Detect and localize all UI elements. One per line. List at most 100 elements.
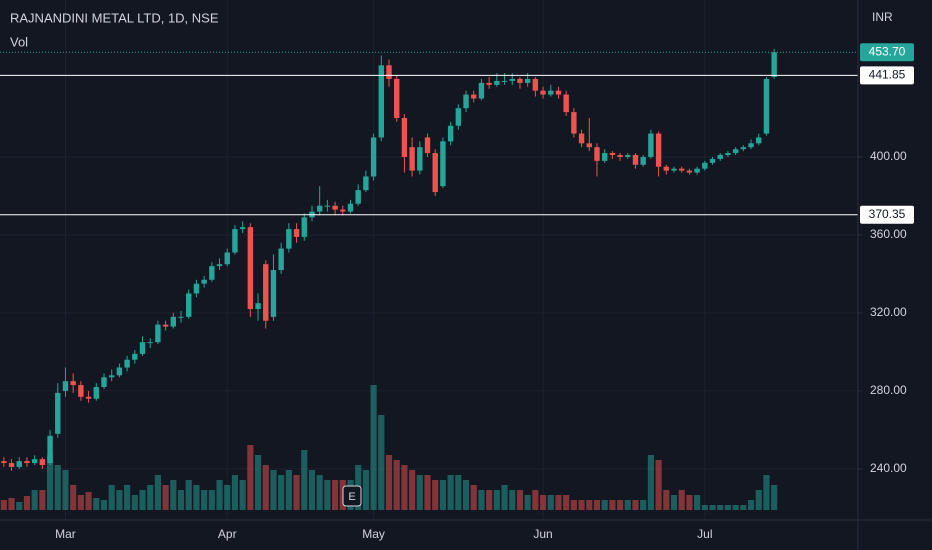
volume-bar [23, 496, 31, 510]
volume-bar [239, 480, 246, 510]
candle-body [732, 149, 739, 154]
volume-bar [416, 475, 423, 510]
price-axis: 240.00 280.00 320.00 360.00 400.00 441.85 370.… [858, 43, 914, 475]
volume-bar [509, 490, 516, 510]
last-price-label: 453.70 [869, 44, 906, 58]
candle-body [278, 248, 284, 271]
candle-body [124, 359, 130, 368]
candle-body [186, 293, 192, 317]
candle-body [509, 78, 515, 81]
volume-bar [285, 470, 292, 510]
candle-body [463, 94, 469, 109]
volume-bar [254, 455, 262, 510]
candle-body [686, 170, 693, 173]
volume-bar [539, 495, 547, 510]
candle-body [524, 78, 531, 83]
candle-body [347, 203, 354, 212]
candle-body [586, 143, 592, 148]
event-marker[interactable] [342, 485, 362, 507]
volume-bar [293, 475, 300, 510]
volume-bar [262, 465, 269, 510]
volume-bar [447, 475, 454, 510]
volume-bar [124, 485, 131, 510]
volume-bar [516, 490, 524, 510]
candle-body [209, 266, 215, 280]
candle-body [671, 168, 677, 171]
volume-bar [655, 460, 662, 510]
candle-body [663, 166, 670, 171]
volume-bar [201, 490, 208, 510]
volume-bar [208, 490, 215, 510]
volume-bar [647, 455, 654, 510]
event-label[interactable]: E [348, 491, 355, 503]
candle-body [255, 303, 261, 310]
volume-bar [578, 500, 585, 510]
candle-body [332, 205, 338, 210]
volume-bar [439, 480, 447, 510]
price-line-tag [860, 66, 914, 85]
candle-body [85, 396, 92, 399]
candle-body [655, 133, 662, 167]
candle-body [62, 381, 69, 391]
volume-bar [747, 500, 755, 510]
candle-body [725, 153, 731, 156]
candles [1, 48, 777, 471]
volume-bar [424, 475, 431, 510]
volume-bar [593, 500, 601, 510]
volume-bar [177, 490, 185, 510]
candle-body [363, 176, 369, 191]
volume-bar [0, 500, 7, 510]
candle-body [540, 90, 546, 95]
candle-body [440, 141, 446, 187]
volume-bar [478, 490, 485, 510]
candle-body [625, 155, 631, 157]
volume-bar [709, 505, 716, 510]
candle-body [494, 80, 500, 85]
volume-bar [324, 480, 331, 510]
candle-body [193, 283, 200, 294]
candle-body [471, 94, 477, 99]
volume-bar [316, 475, 323, 510]
candle-body [571, 112, 577, 134]
volume-bar [470, 485, 477, 510]
candle-body [378, 65, 384, 138]
price-lines [0, 51, 858, 216]
x-tick-label: Mar [55, 527, 76, 541]
candle-body [324, 205, 331, 207]
volume-bar [601, 500, 608, 510]
candle-body [748, 143, 754, 148]
candle-body [216, 264, 223, 267]
volume-bar [147, 485, 154, 510]
x-tick-label: Apr [218, 527, 237, 541]
candle-body [162, 324, 169, 327]
volume-bar [247, 445, 254, 510]
volume-bar [624, 500, 631, 510]
candle-body [771, 52, 777, 78]
candle-body [740, 147, 747, 150]
volume-bar [409, 470, 416, 510]
candle-body [116, 367, 123, 376]
candle-body [432, 153, 438, 193]
candle-body [532, 78, 539, 91]
candle-body [101, 377, 107, 388]
candle-body [24, 461, 30, 464]
volume-bar [640, 500, 647, 510]
volume-bar [231, 475, 239, 510]
candle-body [286, 229, 292, 249]
volume-bar [524, 495, 531, 510]
volume-bar [670, 495, 678, 510]
candle-body [548, 90, 554, 95]
candle-body [394, 78, 400, 118]
candle-body [417, 147, 423, 171]
volume-bar [586, 500, 593, 510]
candle-body [170, 316, 177, 327]
volume-bar [632, 500, 639, 510]
volume-bar [39, 490, 46, 510]
candle-body [78, 385, 84, 397]
candle-body [263, 264, 269, 321]
volume-bar [331, 480, 339, 510]
volume-bar [46, 455, 54, 510]
volume-bar [193, 485, 200, 510]
